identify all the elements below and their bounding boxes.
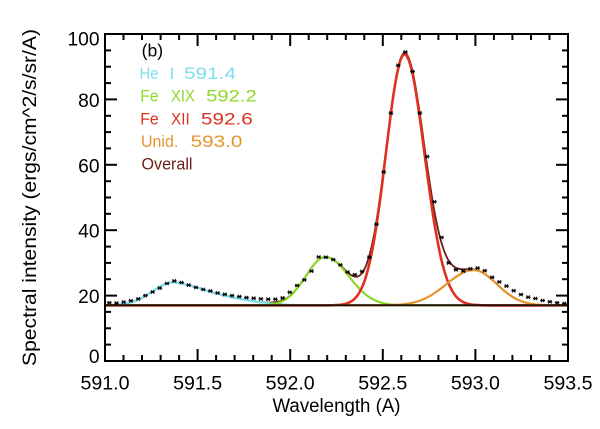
svg-text:100: 100 (67, 29, 99, 50)
svg-text:Wavelength (A): Wavelength (A) (273, 395, 401, 417)
svg-text:591.4: 591.4 (184, 64, 236, 83)
svg-text:593.5: 593.5 (543, 373, 592, 395)
svg-text:XII: XII (171, 109, 190, 128)
svg-text:XIX: XIX (171, 87, 195, 106)
svg-text:20: 20 (78, 287, 99, 308)
svg-text:0: 0 (89, 347, 100, 368)
svg-text:Fe: Fe (140, 109, 158, 128)
svg-text:591.0: 591.0 (80, 373, 129, 395)
svg-text:60: 60 (78, 156, 99, 177)
svg-text:He: He (140, 64, 159, 83)
svg-text:Fe: Fe (140, 87, 158, 106)
svg-text:40: 40 (78, 222, 99, 243)
svg-text:80: 80 (78, 91, 99, 112)
svg-text:593.0: 593.0 (451, 373, 500, 395)
svg-text:592.2: 592.2 (206, 87, 257, 106)
svg-text:Unid.: Unid. (141, 132, 178, 151)
svg-text:Overall: Overall (142, 155, 193, 174)
svg-text:592.5: 592.5 (358, 373, 407, 395)
svg-text:592.6: 592.6 (201, 109, 253, 128)
svg-text:593.0: 593.0 (191, 132, 243, 151)
svg-text:I: I (170, 64, 175, 83)
svg-text:591.5: 591.5 (173, 373, 222, 395)
svg-text:592.0: 592.0 (266, 373, 315, 395)
svg-text:(b): (b) (142, 41, 164, 61)
svg-text:Spectral intensity (ergs/cm^2/: Spectral intensity (ergs/cm^2/s/sr/A) (19, 29, 41, 366)
